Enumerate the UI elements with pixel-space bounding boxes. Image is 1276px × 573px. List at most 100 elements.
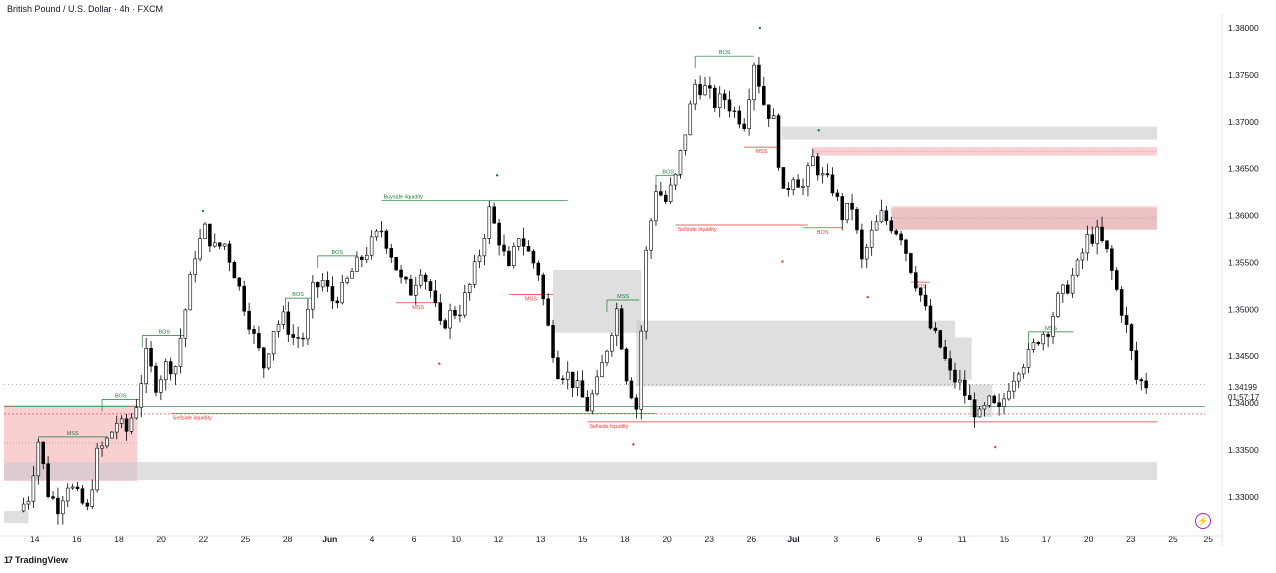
candle <box>129 417 134 432</box>
bull-structure-label: BOS <box>662 169 674 175</box>
bear-structure-label: BOS <box>817 230 829 236</box>
x-tick-label: 6 <box>875 534 880 544</box>
candle <box>291 334 295 338</box>
candle <box>634 397 639 410</box>
bull-swing-point <box>817 129 820 132</box>
candle <box>1046 334 1050 337</box>
candle <box>1124 315 1129 325</box>
current-price-label: 1.34199 <box>1228 383 1257 392</box>
candle <box>301 337 305 340</box>
x-tick-label: 18 <box>620 534 630 544</box>
x-tick-label: 26 <box>747 534 757 544</box>
candle <box>46 463 50 497</box>
candle <box>1026 349 1031 368</box>
candle <box>252 329 256 334</box>
candle <box>683 134 688 151</box>
candle <box>409 278 413 296</box>
candle <box>418 274 423 286</box>
y-tick-label: 1.33500 <box>1228 445 1259 455</box>
candle <box>644 249 648 332</box>
tv-brand-text: TradingView <box>15 555 68 565</box>
x-tick-label: 20 <box>662 534 672 544</box>
candle <box>119 418 124 424</box>
candle <box>56 497 60 515</box>
candle <box>781 167 786 189</box>
candle <box>879 210 884 223</box>
candle <box>213 242 217 247</box>
candle <box>1144 380 1148 389</box>
candle <box>163 361 168 381</box>
candle <box>497 222 501 246</box>
candle <box>85 502 90 507</box>
bull-structure-label: BOS <box>292 292 304 298</box>
y-tick-label: 1.35000 <box>1228 304 1259 314</box>
candle <box>80 488 85 504</box>
candle <box>610 335 614 352</box>
candle <box>938 330 943 348</box>
candle <box>355 256 359 272</box>
tv-logo-mark: 17 <box>4 555 13 565</box>
price-lines-layer <box>4 384 1205 415</box>
bear-structure-label: BOS <box>914 284 926 290</box>
candle <box>521 238 526 247</box>
candle <box>227 243 232 263</box>
candle <box>428 281 433 292</box>
bear-structure-label: MSS <box>412 305 424 311</box>
candle <box>1095 226 1099 244</box>
candle <box>325 279 330 287</box>
candle <box>1090 234 1095 244</box>
x-tick-label: 13 <box>536 534 546 544</box>
candle <box>948 358 952 371</box>
y-tick-label: 1.36500 <box>1228 164 1259 174</box>
candle <box>188 274 193 311</box>
candle <box>850 203 854 210</box>
x-tick-label: 16 <box>72 534 82 544</box>
candle <box>874 221 879 231</box>
candle <box>502 244 506 252</box>
candle <box>570 371 575 388</box>
bull-swing-point <box>201 209 205 213</box>
candle <box>943 346 947 359</box>
candle <box>286 311 291 335</box>
candle <box>1080 252 1085 261</box>
candle <box>1051 316 1055 337</box>
candle <box>389 248 394 258</box>
bull-structure-label: BOS <box>158 330 170 336</box>
candle <box>414 284 418 296</box>
candle <box>360 256 364 260</box>
candle <box>575 380 580 388</box>
candle <box>967 395 972 400</box>
bull-structure-label: MSS <box>617 294 629 300</box>
tradingview-logo[interactable]: 17 TradingView <box>4 555 68 565</box>
neutral-zone <box>636 320 955 387</box>
candle <box>869 229 874 248</box>
candle <box>855 209 859 231</box>
zones-layer <box>4 126 1157 524</box>
candle <box>311 282 315 310</box>
candle <box>315 282 320 288</box>
candle <box>909 253 913 273</box>
candle <box>713 87 717 108</box>
lightning-icon[interactable]: ⚡ <box>1195 513 1211 529</box>
candle <box>193 258 197 275</box>
y-tick-label: 1.37000 <box>1228 117 1259 127</box>
candle <box>664 194 668 202</box>
bull-structure-label: MSS <box>1045 326 1057 332</box>
candle <box>438 302 443 321</box>
candle <box>65 487 70 502</box>
candle <box>472 261 477 285</box>
candle <box>70 486 75 489</box>
candle <box>717 93 722 108</box>
candle <box>953 369 957 383</box>
candle <box>271 331 276 355</box>
candle <box>884 210 889 222</box>
x-tick-label: 23 <box>704 534 714 544</box>
candle <box>61 500 65 515</box>
bear-swing-point <box>438 362 441 365</box>
candle <box>384 230 389 249</box>
candle <box>134 407 139 419</box>
candle <box>923 294 928 307</box>
y-tick-label: 1.35500 <box>1228 257 1259 267</box>
candle <box>801 186 805 188</box>
